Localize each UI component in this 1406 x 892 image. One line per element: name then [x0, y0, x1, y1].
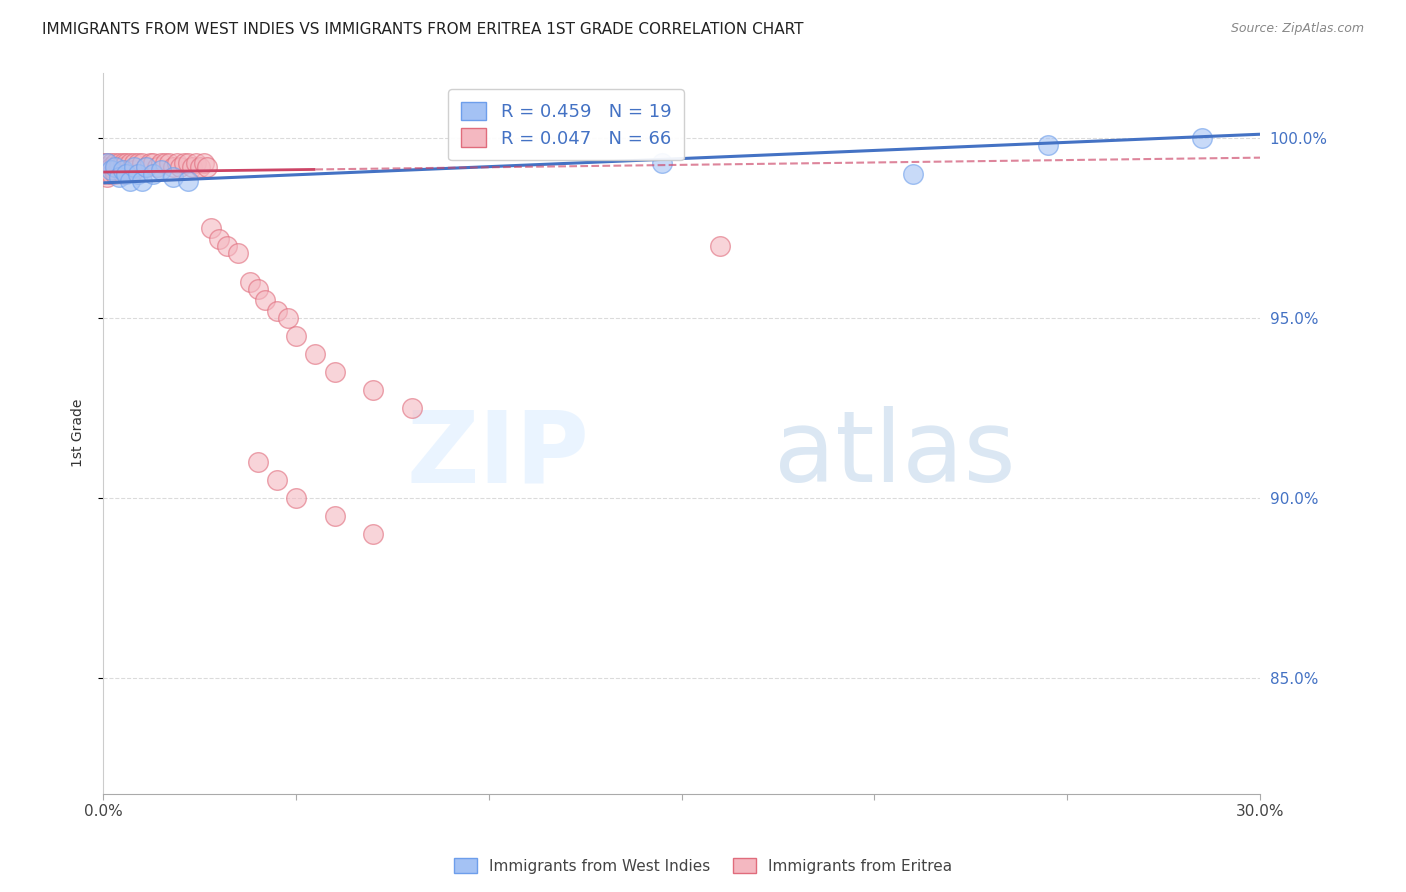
- Point: [111, 156, 134, 170]
- Point: [104, 163, 127, 178]
- Point: [146, 160, 169, 174]
- Point: [401, 401, 423, 415]
- Point: [111, 167, 134, 181]
- Point: [96, 170, 118, 185]
- Text: atlas: atlas: [775, 407, 1015, 503]
- Point: [361, 383, 384, 397]
- Point: [96, 163, 118, 178]
- Point: [1191, 131, 1213, 145]
- Point: [266, 303, 288, 318]
- Point: [166, 156, 188, 170]
- Point: [215, 239, 238, 253]
- Point: [266, 473, 288, 487]
- Point: [184, 156, 207, 170]
- Point: [96, 167, 118, 181]
- Point: [239, 275, 262, 289]
- Point: [208, 232, 231, 246]
- Point: [91, 167, 114, 181]
- Point: [1036, 138, 1059, 153]
- Point: [153, 156, 176, 170]
- Point: [131, 174, 153, 188]
- Point: [100, 156, 122, 170]
- Legend: Immigrants from West Indies, Immigrants from Eritrea: Immigrants from West Indies, Immigrants …: [447, 852, 959, 880]
- Point: [104, 156, 127, 170]
- Point: [91, 160, 114, 174]
- Point: [277, 310, 299, 325]
- Point: [104, 160, 127, 174]
- Point: [122, 156, 145, 170]
- Point: [142, 156, 165, 170]
- Point: [96, 160, 118, 174]
- Point: [173, 156, 195, 170]
- Point: [285, 491, 308, 505]
- Point: [651, 156, 673, 170]
- Point: [901, 167, 924, 181]
- Point: [111, 163, 134, 178]
- Point: [285, 329, 308, 343]
- Text: Source: ZipAtlas.com: Source: ZipAtlas.com: [1230, 22, 1364, 36]
- Point: [96, 156, 118, 170]
- Point: [107, 156, 129, 170]
- Point: [122, 163, 145, 178]
- Point: [304, 347, 326, 361]
- Y-axis label: 1st Grade: 1st Grade: [72, 399, 86, 467]
- Point: [226, 246, 249, 260]
- Point: [169, 160, 191, 174]
- Point: [200, 221, 222, 235]
- Point: [150, 156, 173, 170]
- Point: [91, 163, 114, 178]
- Point: [111, 160, 134, 174]
- Point: [100, 167, 122, 181]
- Point: [96, 156, 118, 170]
- Point: [138, 156, 160, 170]
- Point: [115, 167, 138, 181]
- Point: [120, 156, 142, 170]
- Text: IMMIGRANTS FROM WEST INDIES VS IMMIGRANTS FROM ERITREA 1ST GRADE CORRELATION CHA: IMMIGRANTS FROM WEST INDIES VS IMMIGRANT…: [42, 22, 804, 37]
- Point: [162, 170, 184, 185]
- Point: [107, 170, 129, 185]
- Point: [104, 160, 127, 174]
- Point: [127, 167, 149, 181]
- Legend: R = 0.459   N = 19, R = 0.047   N = 66: R = 0.459 N = 19, R = 0.047 N = 66: [449, 89, 683, 161]
- Point: [246, 455, 269, 469]
- Point: [323, 509, 346, 524]
- Point: [193, 156, 215, 170]
- Point: [323, 365, 346, 379]
- Point: [150, 163, 173, 178]
- Point: [135, 160, 157, 174]
- Point: [181, 160, 204, 174]
- Point: [107, 160, 129, 174]
- Point: [115, 156, 138, 170]
- Point: [127, 156, 149, 170]
- Point: [131, 156, 153, 170]
- Point: [100, 163, 122, 178]
- Point: [254, 293, 277, 307]
- Point: [197, 160, 219, 174]
- Point: [157, 156, 180, 170]
- Point: [104, 167, 127, 181]
- Point: [177, 156, 200, 170]
- Point: [709, 239, 731, 253]
- Point: [115, 163, 138, 178]
- Point: [135, 160, 157, 174]
- Point: [162, 160, 184, 174]
- Point: [142, 167, 165, 181]
- Point: [177, 174, 200, 188]
- Text: ZIP: ZIP: [406, 407, 589, 503]
- Point: [120, 163, 142, 178]
- Point: [246, 282, 269, 296]
- Point: [361, 527, 384, 541]
- Point: [122, 160, 145, 174]
- Point: [100, 160, 122, 174]
- Point: [120, 174, 142, 188]
- Point: [91, 156, 114, 170]
- Point: [188, 160, 211, 174]
